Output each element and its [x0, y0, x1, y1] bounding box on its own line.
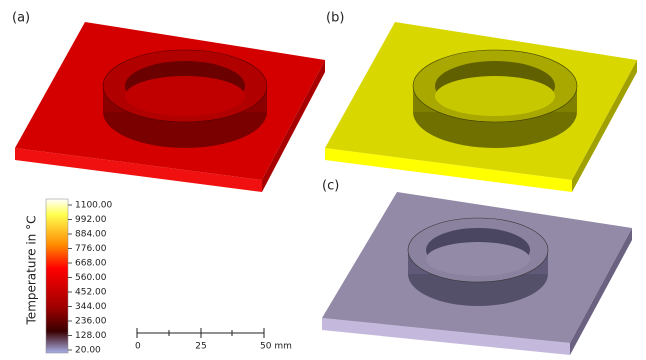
colorbar-tick-label: 776.00: [75, 244, 107, 254]
colorbar-tick-label: 1100.00: [75, 201, 112, 211]
colorbar-tick-label: 344.00: [75, 302, 107, 312]
scale-label: 0: [135, 342, 141, 352]
colorbar-tick-label: 236.00: [75, 317, 107, 327]
panel-label: (c): [322, 179, 339, 194]
colorbar-tick-label: 452.00: [75, 288, 107, 298]
scale-bar: [137, 328, 264, 338]
colorbar-tick-label: 992.00: [75, 215, 107, 225]
plate-a: [15, 22, 325, 192]
colorbar-tick-label: 128.00: [75, 331, 107, 341]
colorbar-tick-label: 668.00: [75, 259, 107, 269]
colorbar-ticks: 1100.00 992.00 884.00 776.00 668.00 560.00 452…: [68, 201, 112, 356]
colorbar: [46, 199, 68, 353]
figure: (a) (b) (c) Temperature in °C 1100.00 992…: [0, 0, 646, 356]
panel-label: (a): [12, 11, 30, 26]
colorbar-tick-label: 560.00: [75, 273, 107, 283]
scale-label: 50 mm: [260, 342, 292, 352]
scale-label: 25: [195, 342, 206, 352]
colorbar-tick-label: 884.00: [75, 230, 107, 240]
colorbar-tick-label: 20.00: [75, 346, 101, 356]
colorbar-title: Temperature in °C: [25, 216, 39, 326]
plate-c: [322, 192, 632, 355]
plate-b: [325, 22, 637, 192]
panel-label: (b): [326, 11, 344, 26]
